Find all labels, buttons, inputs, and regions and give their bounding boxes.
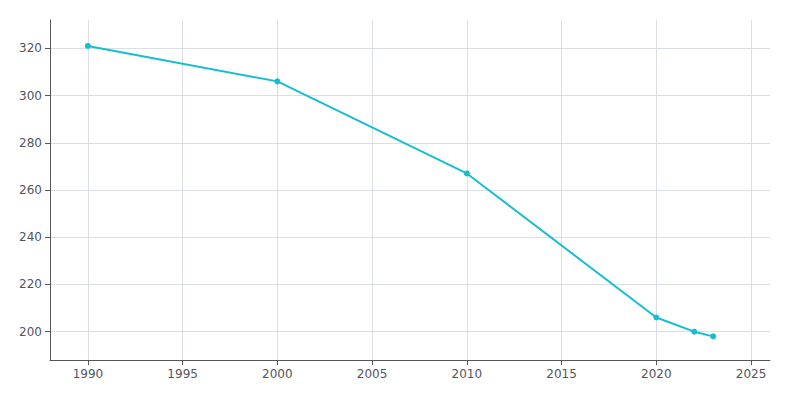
svg-text:240: 240 [19, 230, 42, 244]
svg-text:2025: 2025 [736, 367, 767, 381]
svg-text:1995: 1995 [167, 367, 198, 381]
svg-text:260: 260 [19, 183, 42, 197]
svg-text:2015: 2015 [546, 367, 577, 381]
svg-text:320: 320 [19, 41, 42, 55]
svg-text:2005: 2005 [357, 367, 388, 381]
svg-text:2020: 2020 [641, 367, 672, 381]
svg-text:2010: 2010 [452, 367, 483, 381]
svg-text:1990: 1990 [73, 367, 104, 381]
svg-text:280: 280 [19, 136, 42, 150]
svg-text:300: 300 [19, 89, 42, 103]
svg-text:220: 220 [19, 277, 42, 291]
svg-text:2000: 2000 [262, 367, 293, 381]
svg-text:200: 200 [19, 325, 42, 339]
